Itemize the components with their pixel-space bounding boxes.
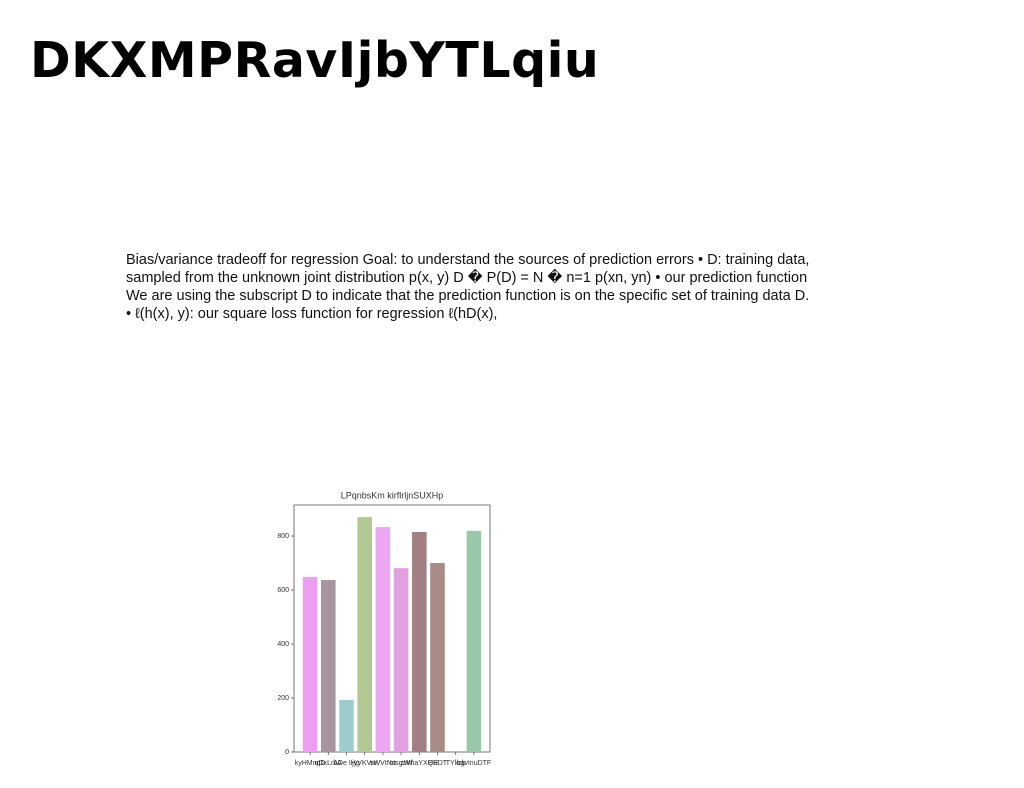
bar: [393, 568, 409, 752]
y-tick-label: 400: [277, 641, 289, 648]
y-tick-label: 200: [277, 695, 289, 702]
x-tick-label: otsgzW: [389, 760, 413, 767]
x-tick-label: sWVtNo: [370, 760, 396, 767]
x-tick-label: kyHMnqD: [295, 760, 326, 767]
x-tick-label: bgvInuDTF: [457, 760, 492, 767]
bar: [321, 580, 336, 752]
bar: [375, 527, 391, 752]
x-tick-label: HEDT: [428, 760, 448, 767]
y-tick-label: 800: [277, 533, 289, 540]
page-title: DKXMPRavIjbYTLqiu: [30, 32, 600, 89]
bar: [302, 577, 318, 752]
x-tick-label: TYkcb: [446, 760, 466, 767]
x-tick-label: zWhaYXQR: [400, 760, 438, 767]
x-tick-label: jyVKVre: [351, 760, 377, 767]
x-tick-label: qDxLrbA: [315, 760, 343, 767]
bar: [430, 563, 445, 752]
bar: [412, 531, 427, 752]
x-tick-label: ADe IHg: [333, 760, 360, 767]
bar: [466, 530, 482, 752]
bar: [339, 699, 354, 752]
y-tick-label: 0: [285, 749, 289, 756]
chart-title: LPqnbsKm kirflrljnSUXHp: [341, 490, 444, 500]
body-text: Bias/variance tradeoff for regression Go…: [126, 252, 810, 322]
plot-frame: [293, 504, 491, 753]
bar: [357, 517, 372, 752]
y-tick-label: 600: [277, 587, 289, 594]
